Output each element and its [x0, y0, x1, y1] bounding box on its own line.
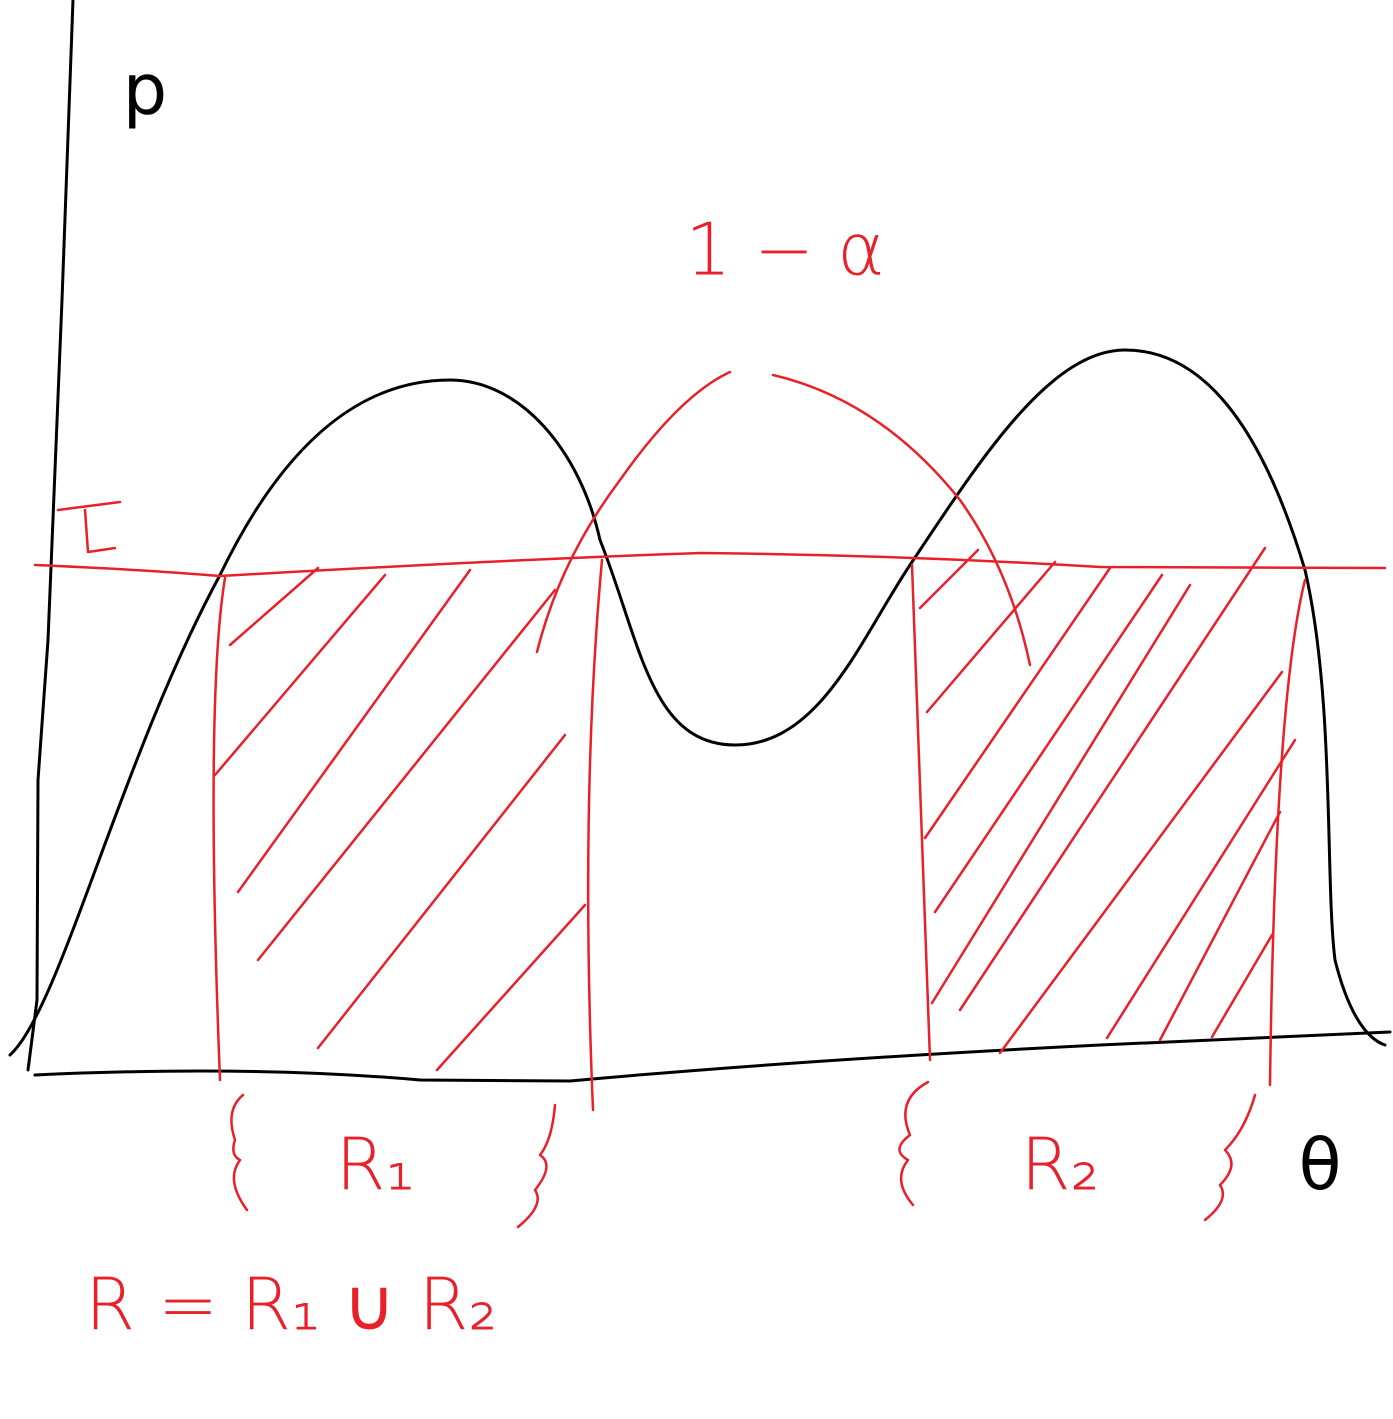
coverage-arc: [535, 370, 1032, 667]
region-label: R₁: [336, 1123, 415, 1207]
y-axis: [26, 0, 75, 1072]
threshold-line: [33, 551, 1387, 578]
formula: R = R₁ ∪ R₂: [85, 1263, 497, 1347]
x-axis-label: θ: [1299, 1124, 1342, 1206]
tau-mark: [56, 500, 122, 554]
region-braces: [230, 1080, 1257, 1229]
region-boundaries: [212, 558, 1307, 1112]
hatching: [213, 546, 1297, 1072]
y-axis-label: p: [123, 49, 167, 131]
x-axis: [33, 1030, 1392, 1083]
arc-label: 1 − α: [685, 208, 884, 292]
region-label: R₂: [1021, 1123, 1100, 1207]
density-curve: [8, 348, 1387, 1057]
